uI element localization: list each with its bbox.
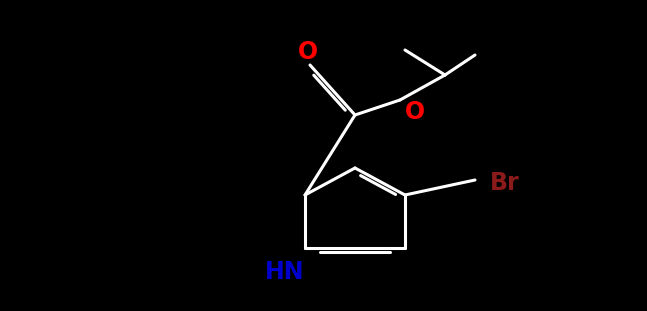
Text: O: O — [405, 100, 425, 124]
Text: Br: Br — [490, 171, 520, 195]
Text: HN: HN — [265, 260, 305, 284]
Text: O: O — [298, 40, 318, 64]
